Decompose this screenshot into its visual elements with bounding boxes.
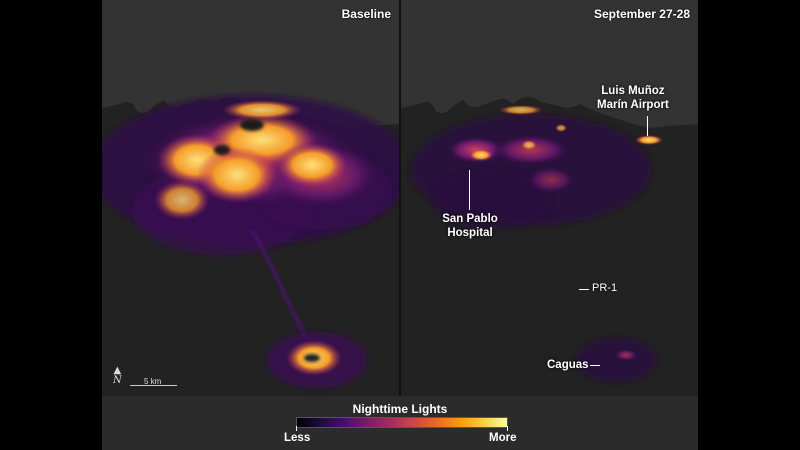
hospital-label: San Pablo Hospital — [442, 213, 498, 239]
scale-bar-label: 5 km — [144, 377, 162, 386]
panel-divider — [399, 0, 401, 396]
baseline-title: Baseline — [341, 7, 391, 21]
north-arrow-icon: ▲ N — [113, 365, 122, 386]
airport-label: Luis Muñoz Marín Airport — [597, 85, 669, 111]
hospital-leader-line — [469, 170, 470, 210]
legend-max-label: More — [489, 432, 517, 444]
scale-bar — [130, 385, 177, 386]
legend: Nighttime Lights Less More — [102, 396, 698, 450]
baseline-panel: Baseline ▲ N 5 km — [102, 0, 399, 396]
town-leader-line — [590, 365, 600, 366]
legend-title: Nighttime Lights — [352, 402, 448, 416]
post-storm-map — [401, 0, 698, 396]
legend-tick-min — [296, 426, 297, 431]
airport-leader-line — [647, 116, 648, 136]
road-label: PR-1 — [592, 282, 618, 294]
post-storm-panel: September 27-28 Luis Muñoz Marín Airport … — [401, 0, 698, 396]
town-label: Caguas — [547, 359, 589, 371]
legend-color-bar — [296, 417, 508, 428]
road-leader-line — [579, 289, 589, 290]
map-figure: Baseline ▲ N 5 km September 27-28 — [102, 0, 698, 450]
legend-tick-max — [507, 426, 508, 431]
legend-min-label: Less — [284, 432, 311, 444]
letterbox-right — [698, 0, 800, 450]
letterbox-left — [0, 0, 102, 450]
post-storm-title: September 27-28 — [593, 7, 690, 21]
baseline-map — [102, 0, 399, 396]
